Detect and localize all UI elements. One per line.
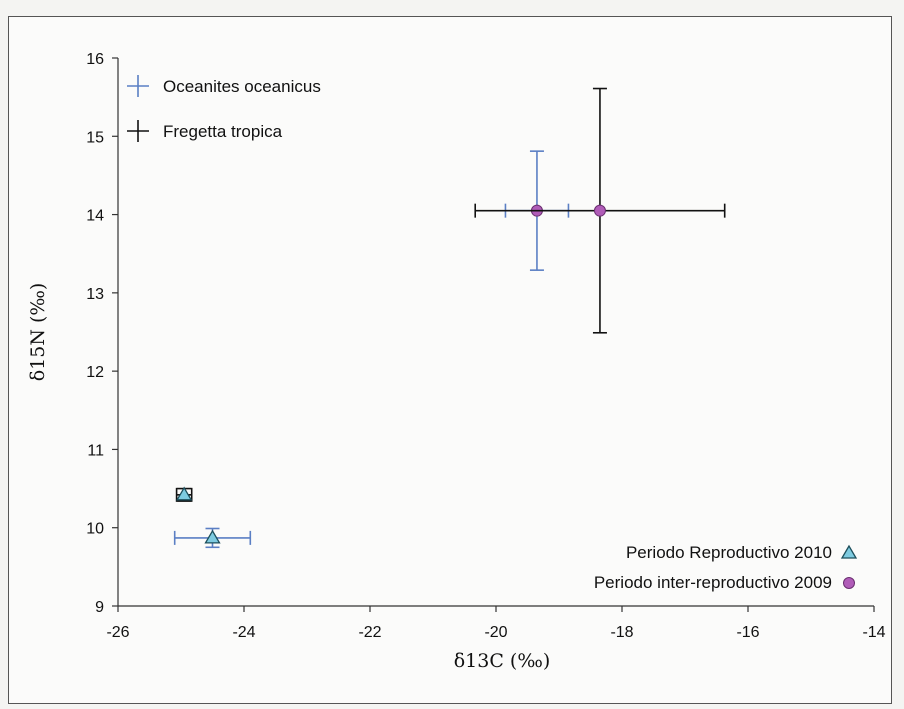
data-point [204, 529, 221, 544]
y-tick-label: 15 [86, 129, 104, 146]
chart-frame [8, 16, 892, 704]
data-point [593, 204, 606, 217]
y-tick-label: 10 [86, 521, 104, 538]
y-tick-label: 14 [86, 208, 104, 225]
legend-label: Oceanites oceanicus [163, 77, 321, 96]
legend-marker [840, 544, 858, 559]
y-tick-label: 13 [86, 286, 104, 303]
data-point [176, 486, 193, 501]
y-axis-title: δ15N (‰) [27, 283, 49, 382]
legend-marker [843, 577, 855, 589]
legend-label: Fregetta tropica [163, 122, 283, 141]
y-tick-label: 11 [87, 442, 104, 459]
x-tick-label: -14 [862, 624, 885, 641]
x-tick-label: -24 [232, 624, 255, 641]
y-tick-label: 16 [86, 51, 104, 68]
y-tick-label: 12 [86, 364, 104, 381]
legend-label: Periodo inter-reproductivo 2009 [594, 573, 832, 592]
x-tick-label: -16 [736, 624, 759, 641]
x-tick-label: -20 [484, 624, 507, 641]
x-tick-label: -22 [358, 624, 381, 641]
legend-label: Periodo Reproductivo 2010 [626, 543, 832, 562]
y-tick-label: 9 [95, 599, 104, 616]
x-axis-title: δ13C (‰) [454, 650, 551, 672]
x-tick-label: -18 [610, 624, 633, 641]
x-tick-label: -26 [106, 624, 129, 641]
